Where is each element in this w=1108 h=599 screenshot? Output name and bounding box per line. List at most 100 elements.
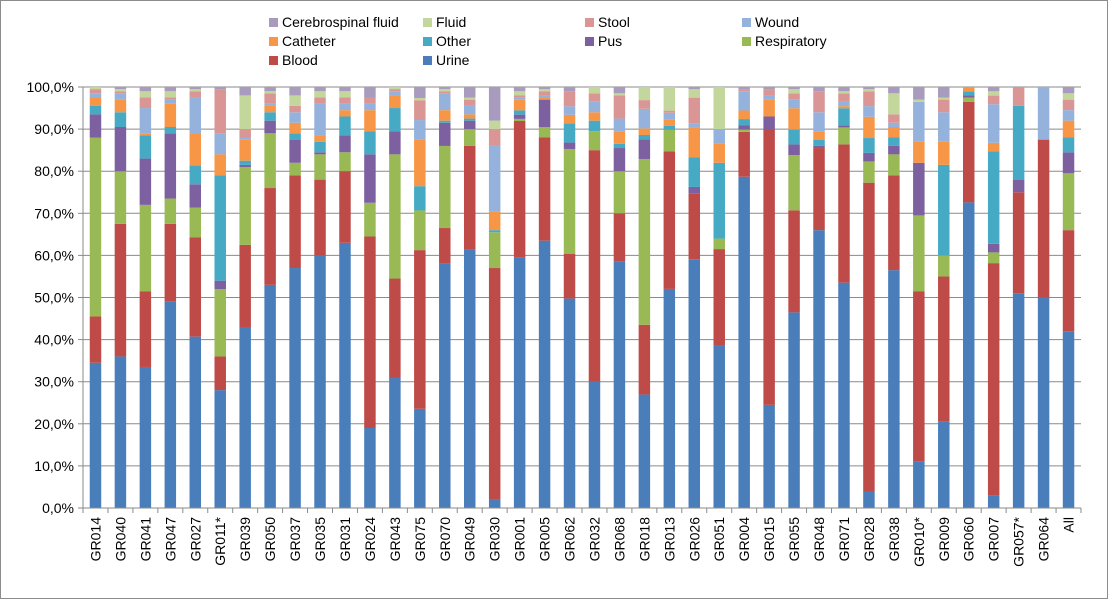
bar-segment-urine-gr011-star <box>214 390 226 508</box>
bar-segment-wound-all <box>1062 110 1075 121</box>
bar-segment-pus-gr018 <box>638 139 651 159</box>
bar-segment-pus-gr035 <box>314 152 326 155</box>
bar-segment-other-gr001 <box>513 110 526 115</box>
bar-segment-catheter-gr071 <box>838 106 850 109</box>
bar-segment-catheter-gr001 <box>513 99 526 111</box>
bar-segment-stool-gr026 <box>688 97 701 124</box>
bar-segment-stool-gr005 <box>538 91 551 96</box>
bar-segment-urine-gr031 <box>339 242 351 508</box>
bar-segment-fluid-gr038 <box>888 93 900 115</box>
bar-segment-wound-gr068 <box>613 118 626 132</box>
bar-segment-urine-gr057-star <box>1012 293 1025 508</box>
bar-segment-blood-gr011-star <box>214 356 226 391</box>
bar-segment-other-gr051 <box>713 162 725 239</box>
y-tick-label: 80,0% <box>34 163 74 179</box>
bar-segment-wound-gr004 <box>738 91 750 111</box>
bar-segment-stool-gr027 <box>189 91 202 98</box>
bar-segment-cerebrospinal-fluid-gr062 <box>563 87 576 92</box>
bar-segment-blood-gr048 <box>813 148 825 231</box>
bar-segment-fluid-gr031 <box>339 91 351 98</box>
legend-label-wound: Wound <box>755 14 799 30</box>
bar-segment-urine-gr038 <box>888 270 900 508</box>
bar-segment-catheter-gr014 <box>89 97 102 106</box>
x-tick-label-gr035: GR035 <box>312 517 328 562</box>
y-tick-label: 50,0% <box>34 290 74 306</box>
bar-segment-respiratory-gr027 <box>189 207 202 238</box>
bar-segment-wound-gr026 <box>688 123 701 128</box>
legend-label-pus: Pus <box>598 33 622 49</box>
bar-segment-blood-all <box>1062 230 1075 332</box>
bar-segment-stool-all <box>1062 99 1075 111</box>
bar-segment-wound-gr014 <box>89 93 102 98</box>
bar-segment-cerebrospinal-fluid-gr027 <box>189 87 202 90</box>
bar-segment-catheter-gr039 <box>239 139 251 161</box>
bar-segment-wound-gr062 <box>563 106 576 115</box>
bar-segment-respiratory-gr047 <box>164 198 177 224</box>
bar-segment-other-gr004 <box>738 119 750 126</box>
x-tick-label-gr038: GR038 <box>886 517 902 562</box>
bar-segment-blood-gr057-star <box>1012 192 1025 294</box>
x-tick-label-gr050: GR050 <box>262 517 278 562</box>
bar-segment-pus-gr007 <box>987 243 1000 253</box>
bar-segment-pus-gr047 <box>164 133 177 199</box>
bar-segment-wound-gr007 <box>987 104 1000 143</box>
bar-segment-catheter-gr062 <box>563 114 576 124</box>
bar-segment-blood-gr026 <box>688 193 701 260</box>
bar-segment-other-gr071 <box>838 108 850 126</box>
bar-segment-wound-gr024 <box>364 103 376 111</box>
bar-segment-other-gr043 <box>389 108 401 132</box>
bar-segment-other-gr032 <box>588 120 601 132</box>
bar-segment-respiratory-gr004 <box>738 129 750 132</box>
bar-segment-blood-gr032 <box>588 150 601 382</box>
x-tick-label-gr040: GR040 <box>112 517 128 562</box>
legend-label-respiratory: Respiratory <box>755 33 827 49</box>
bar-segment-wound-gr051 <box>713 129 725 144</box>
x-tick-label-gr032: GR032 <box>586 517 602 562</box>
bar-segment-pus-gr001 <box>513 114 526 119</box>
bar-segment-respiratory-gr075 <box>414 210 426 251</box>
bar-segment-wound-gr047 <box>164 99 177 104</box>
bar-segment-stool-gr009 <box>938 99 950 113</box>
x-tick-label-gr068: GR068 <box>611 517 627 562</box>
bar-segment-blood-gr009 <box>938 276 950 422</box>
bar-segment-blood-gr055 <box>788 210 800 313</box>
bar-segment-catheter-gr075 <box>414 139 426 187</box>
bar-segment-urine-gr051 <box>713 345 725 508</box>
bar-segment-urine-gr041 <box>139 366 152 508</box>
bar-segment-urine-gr064 <box>1037 297 1050 508</box>
bar-segment-wound-gr049 <box>463 105 476 115</box>
x-tick-label-gr013: GR013 <box>661 517 677 562</box>
x-tick-label-gr051: GR051 <box>711 517 727 562</box>
bar-segment-pus-gr050 <box>264 120 276 134</box>
bar-segment-cerebrospinal-fluid-gr037 <box>289 87 301 96</box>
bar-segment-catheter-gr051 <box>713 143 725 163</box>
bar-segment-urine-gr039 <box>239 326 251 508</box>
x-tick-label-gr064: GR064 <box>1036 517 1052 562</box>
bar-segment-respiratory-gr051 <box>713 238 725 250</box>
bar-segment-pus-gr028 <box>863 152 875 162</box>
bar-segment-fluid-gr041 <box>139 91 152 98</box>
bar-segment-urine-gr037 <box>289 268 301 508</box>
bar-segment-urine-gr071 <box>838 282 850 508</box>
bar-segment-respiratory-gr068 <box>613 171 626 214</box>
bar-segment-catheter-gr009 <box>938 141 950 165</box>
bar-segment-cerebrospinal-fluid-gr047 <box>164 87 177 92</box>
bar-segment-fluid-gr055 <box>788 89 800 94</box>
bar-segment-catheter-gr035 <box>314 135 326 142</box>
bar-segment-urine-gr009 <box>938 421 950 508</box>
bar-segment-urine-gr040 <box>114 356 127 508</box>
bar-segment-wound-gr070 <box>439 93 451 111</box>
bar-segment-fluid-gr040 <box>114 89 127 92</box>
bar-segment-cerebrospinal-fluid-gr026 <box>688 87 701 90</box>
bar-segment-wound-gr039 <box>239 137 251 140</box>
bar-segment-blood-gr001 <box>513 121 526 258</box>
bar-segment-cerebrospinal-fluid-gr031 <box>339 87 351 92</box>
bar-segment-other-gr024 <box>364 131 376 155</box>
bar-segment-stool-gr028 <box>863 91 875 107</box>
bar-segment-catheter-gr018 <box>638 128 651 135</box>
bar-segment-respiratory-gr070 <box>439 145 451 229</box>
bar-segment-urine-gr030 <box>488 499 501 508</box>
bar-segment-wound-gr030 <box>488 145 501 212</box>
bar-segment-pus-gr037 <box>289 139 301 163</box>
bar-segment-wound-gr005 <box>538 95 551 98</box>
